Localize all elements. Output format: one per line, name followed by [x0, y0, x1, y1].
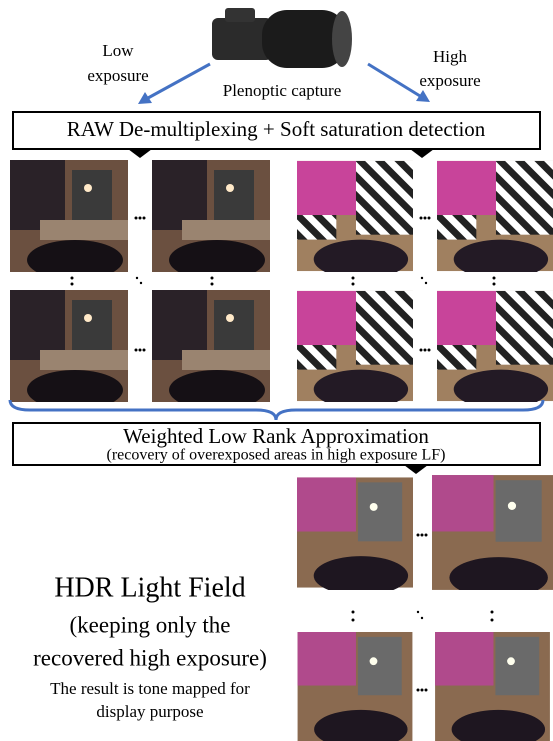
result-title: HDR Light Field — [54, 572, 245, 603]
low-label: exposure — [87, 66, 148, 85]
result-line: (keeping only the — [70, 612, 231, 637]
pointer — [410, 149, 434, 158]
ellipsis-dots — [70, 216, 496, 692]
step-sublabel: (recovery of overexposed areas in high e… — [107, 447, 446, 464]
low-label: Low — [102, 41, 134, 60]
arrows — [138, 62, 430, 104]
step-label: RAW De-multiplexing + Soft saturation de… — [67, 117, 486, 141]
capture-caption: Plenoptic capture — [223, 81, 342, 100]
step-label: Weighted Low Rank Approximation — [123, 424, 429, 448]
brace — [8, 399, 545, 421]
step-box — [12, 111, 541, 150]
high-label: High — [433, 47, 468, 66]
high-label: exposure — [419, 71, 480, 90]
pointer — [404, 465, 428, 474]
pointer — [128, 149, 152, 158]
result-line: recovered high exposure) — [33, 645, 267, 670]
result-note: The result is tone mapped for — [50, 679, 250, 698]
result-note: display purpose — [96, 702, 203, 721]
camera-icon — [212, 8, 352, 68]
step-box — [12, 422, 541, 466]
